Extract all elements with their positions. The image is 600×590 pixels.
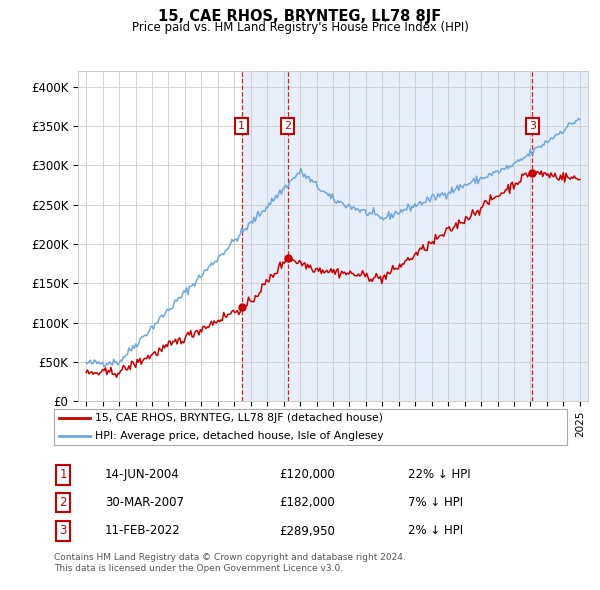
Bar (287, 71, 532, 401)
Text: 1: 1 (238, 121, 245, 131)
Text: £289,950: £289,950 (279, 525, 335, 537)
Text: 3: 3 (59, 525, 67, 537)
Text: 2: 2 (284, 121, 291, 131)
Text: This data is licensed under the Open Government Licence v3.0.: This data is licensed under the Open Gov… (54, 565, 343, 573)
Bar (532, 71, 588, 401)
Text: 2: 2 (59, 496, 67, 509)
Text: 7% ↓ HPI: 7% ↓ HPI (408, 496, 463, 509)
Text: 15, CAE RHOS, BRYNTEG, LL78 8JF (detached house): 15, CAE RHOS, BRYNTEG, LL78 8JF (detache… (95, 413, 383, 423)
Text: Price paid vs. HM Land Registry's House Price Index (HPI): Price paid vs. HM Land Registry's House … (131, 21, 469, 34)
Text: 14-JUN-2004: 14-JUN-2004 (105, 468, 180, 481)
Text: 3: 3 (529, 121, 536, 131)
Text: Contains HM Land Registry data © Crown copyright and database right 2024.: Contains HM Land Registry data © Crown c… (54, 553, 406, 562)
Text: HPI: Average price, detached house, Isle of Anglesey: HPI: Average price, detached house, Isle… (95, 431, 383, 441)
Bar (242, 71, 287, 401)
Text: 30-MAR-2007: 30-MAR-2007 (105, 496, 184, 509)
Text: 15, CAE RHOS, BRYNTEG, LL78 8JF: 15, CAE RHOS, BRYNTEG, LL78 8JF (158, 9, 442, 24)
Text: £182,000: £182,000 (279, 496, 335, 509)
Text: 22% ↓ HPI: 22% ↓ HPI (408, 468, 470, 481)
Text: 11-FEB-2022: 11-FEB-2022 (105, 525, 181, 537)
Text: £120,000: £120,000 (279, 468, 335, 481)
Text: 2% ↓ HPI: 2% ↓ HPI (408, 525, 463, 537)
Text: 1: 1 (59, 468, 67, 481)
